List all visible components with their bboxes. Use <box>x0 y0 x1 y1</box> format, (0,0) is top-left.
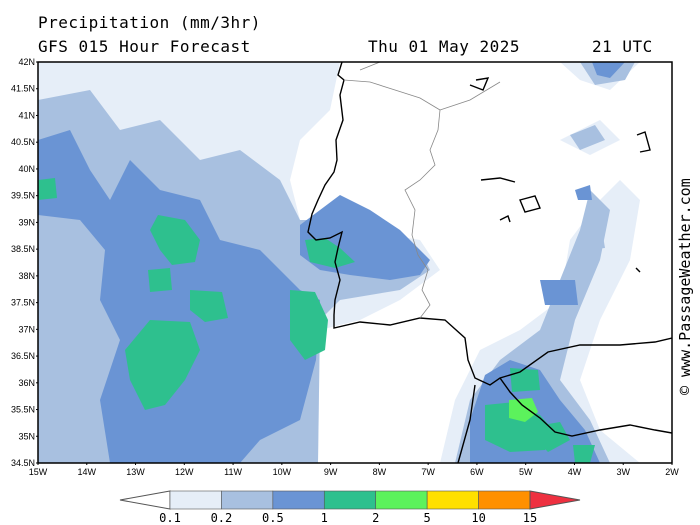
legend-arrow-high <box>529 490 581 510</box>
longitude-label: 7W <box>421 467 435 477</box>
longitude-label: 15W <box>29 467 48 477</box>
legend-label: 10 <box>471 511 485 525</box>
longitude-label: 11W <box>224 467 242 477</box>
country-borders <box>343 62 501 319</box>
longitude-label: 2W <box>665 467 679 477</box>
latitude-label: 39N <box>18 217 35 227</box>
copyright-credit: © www.PassageWeather.com <box>676 178 694 395</box>
latitude-label: 35.5N <box>11 405 35 415</box>
longitude-label: 14W <box>78 467 97 477</box>
latitude-label: 34.5N <box>11 458 35 468</box>
latitude-label: 37.5N <box>11 298 35 308</box>
longitude-label: 3W <box>616 467 630 477</box>
precip-layer-green <box>509 398 538 422</box>
map-frame <box>37 61 673 464</box>
legend-swatch <box>272 490 325 510</box>
latitude-label: 35N <box>18 431 35 441</box>
precip-layer-teal <box>38 178 595 463</box>
legend-label: 0.1 <box>159 511 181 525</box>
longitude-label: 8W <box>373 467 387 477</box>
latitude-label: 40.5N <box>11 137 35 147</box>
latitude-label: 36.5N <box>11 351 35 361</box>
latitude-axis: 42N 41.5N 41N 40.5N 40N 39.5N 39N 38.5N 38N 37.5N… <box>11 57 38 468</box>
legend-swatch <box>221 490 274 510</box>
precipitation-field <box>38 62 672 463</box>
longitude-label: 9W <box>324 467 338 477</box>
latitude-label: 41N <box>18 110 35 120</box>
latitude-label: 36N <box>18 378 35 388</box>
legend-swatch <box>169 490 222 510</box>
legend-swatch <box>426 490 479 510</box>
legend-arrow-low <box>119 490 171 510</box>
legend-label: 2 <box>372 511 379 525</box>
latitude-label: 38N <box>18 271 35 281</box>
forecast-subtitle: GFS 015 Hour Forecast <box>38 37 251 56</box>
latitude-label: 37N <box>18 324 35 334</box>
legend-label: 15 <box>523 511 537 525</box>
forecast-date: Thu 01 May 2025 <box>368 37 520 56</box>
latitude-label: 41.5N <box>11 84 35 94</box>
longitude-axis: 15W 14W 13W 12W 11W 10W 9W 8W 7W 6W 5W 4W 3W 2W <box>29 463 679 477</box>
longitude-label: 4W <box>568 467 582 477</box>
legend-label: 1 <box>321 511 328 525</box>
latitude-label: 38.5N <box>11 244 35 254</box>
latitude-label: 40N <box>18 164 35 174</box>
longitude-label: 13W <box>126 467 145 477</box>
longitude-label: 5W <box>519 467 533 477</box>
map-title: Precipitation (mm/3hr) <box>38 13 261 32</box>
legend-label: 0.5 <box>262 511 284 525</box>
legend-swatch <box>323 490 377 510</box>
legend-label: 0.2 <box>211 511 233 525</box>
coastline <box>307 62 672 463</box>
latitude-label: 39.5N <box>11 191 35 201</box>
longitude-label: 6W <box>470 467 484 477</box>
legend-swatch <box>375 490 428 510</box>
latitude-label: 42N <box>18 57 35 67</box>
credit-text: © www.PassageWeather.com <box>676 178 694 395</box>
legend-colorbar <box>119 490 581 510</box>
legend-label: 5 <box>424 511 431 525</box>
precipitation-legend: 0.1 0.2 0.5 1 2 5 10 15 <box>119 490 581 525</box>
legend-swatch <box>478 490 531 510</box>
longitude-label: 12W <box>175 467 194 477</box>
forecast-time: 21 UTC <box>592 37 653 56</box>
legend-labels: 0.1 0.2 0.5 1 2 5 10 15 <box>159 511 537 525</box>
longitude-label: 10W <box>273 467 292 477</box>
